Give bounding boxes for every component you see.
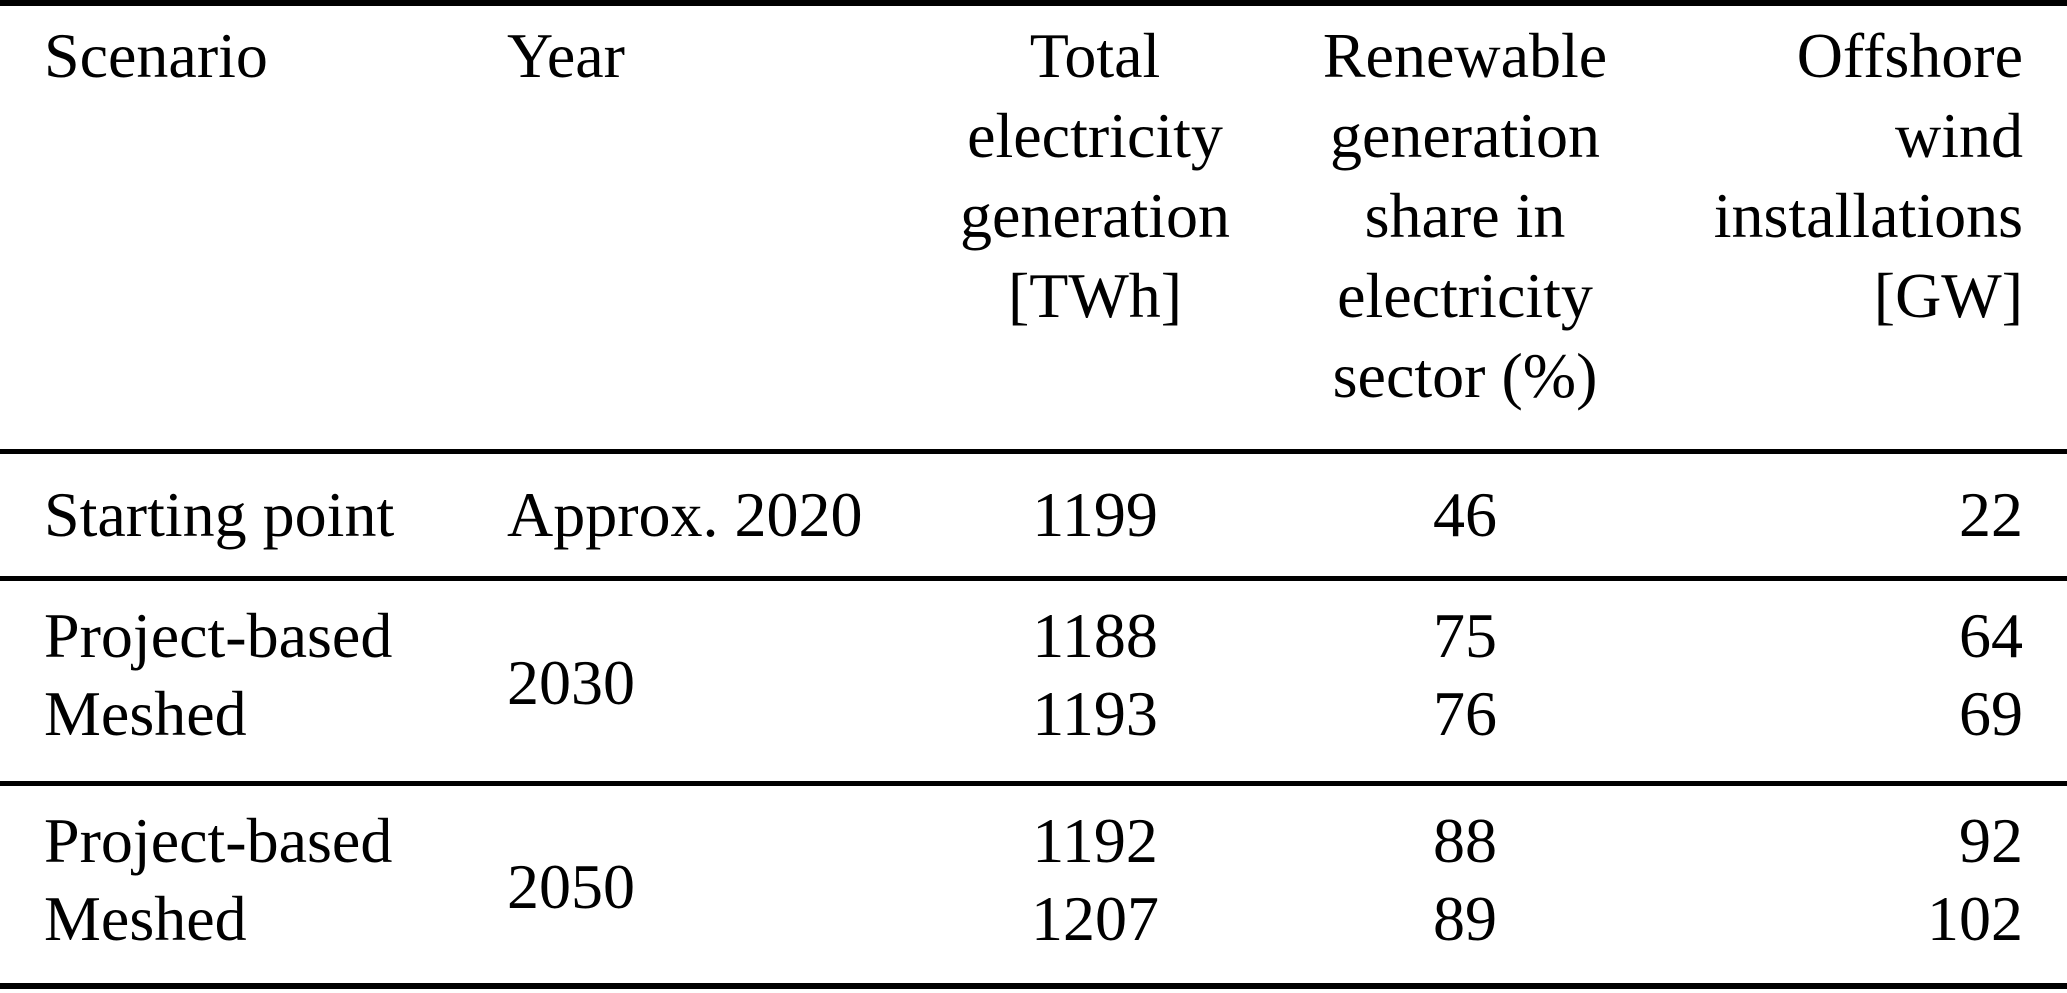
cell-scenario: Starting point <box>44 478 395 550</box>
cell-offshore-wind: 92 <box>1959 804 2023 876</box>
header-cell-renewable-share: Renewable generation share in electricit… <box>1322 20 1608 411</box>
table-header-row: Scenario Year Total electricity generati… <box>0 6 2067 449</box>
cell-scenario: Meshed <box>44 882 247 954</box>
cell-scenario: Project-based <box>44 804 393 876</box>
cell-renewable-share: 46 <box>1433 478 1497 550</box>
table-bottom-rule <box>0 983 2067 989</box>
table-top-rule <box>0 0 2067 6</box>
cell-total-generation: 1188 <box>1032 599 1158 671</box>
section-2030: 2030 Project-based 1188 75 64 Meshed 119… <box>0 576 2067 781</box>
header-cell-offshore-wind: Offshore wind installations [GW] <box>1713 20 2023 331</box>
cell-year: Approx. 2020 <box>507 478 863 550</box>
bottom-margin <box>0 989 2067 993</box>
cell-renewable-share: 75 <box>1433 599 1497 671</box>
section-2050: 2050 Project-based 1192 88 92 Meshed 120… <box>0 781 2067 983</box>
table-row: Starting point Approx. 2020 1199 46 22 <box>0 454 2067 576</box>
cell-total-generation: 1207 <box>1031 882 1159 954</box>
cell-year: 2030 <box>507 647 635 719</box>
cell-total-generation: 1192 <box>1032 804 1158 876</box>
cell-renewable-share: 76 <box>1433 677 1497 749</box>
cell-offshore-wind: 102 <box>1927 882 2023 954</box>
section-starting-point: Starting point Approx. 2020 1199 46 22 <box>0 449 2067 576</box>
cell-total-generation: 1193 <box>1032 677 1158 749</box>
cell-renewable-share: 89 <box>1433 882 1497 954</box>
cell-offshore-wind: 69 <box>1959 677 2023 749</box>
header-cell-scenario: Scenario <box>44 20 268 91</box>
table-row: Meshed 1207 89 102 <box>0 880 2067 958</box>
table-row: Project-based 1192 88 92 <box>0 802 2067 880</box>
cell-scenario: Project-based <box>44 599 393 671</box>
header-cell-total-generation: Total electricity generation [TWh] <box>959 20 1231 331</box>
cell-offshore-wind: 64 <box>1959 599 2023 671</box>
header-cell-year: Year <box>507 20 625 91</box>
cell-year: 2050 <box>507 850 635 922</box>
table-row: Meshed 1193 76 69 <box>0 675 2067 753</box>
cell-renewable-share: 88 <box>1433 804 1497 876</box>
table-row: Project-based 1188 75 64 <box>0 597 2067 675</box>
cell-offshore-wind: 22 <box>1959 478 2023 550</box>
cell-scenario: Meshed <box>44 677 247 749</box>
cell-total-generation: 1199 <box>1032 478 1158 550</box>
